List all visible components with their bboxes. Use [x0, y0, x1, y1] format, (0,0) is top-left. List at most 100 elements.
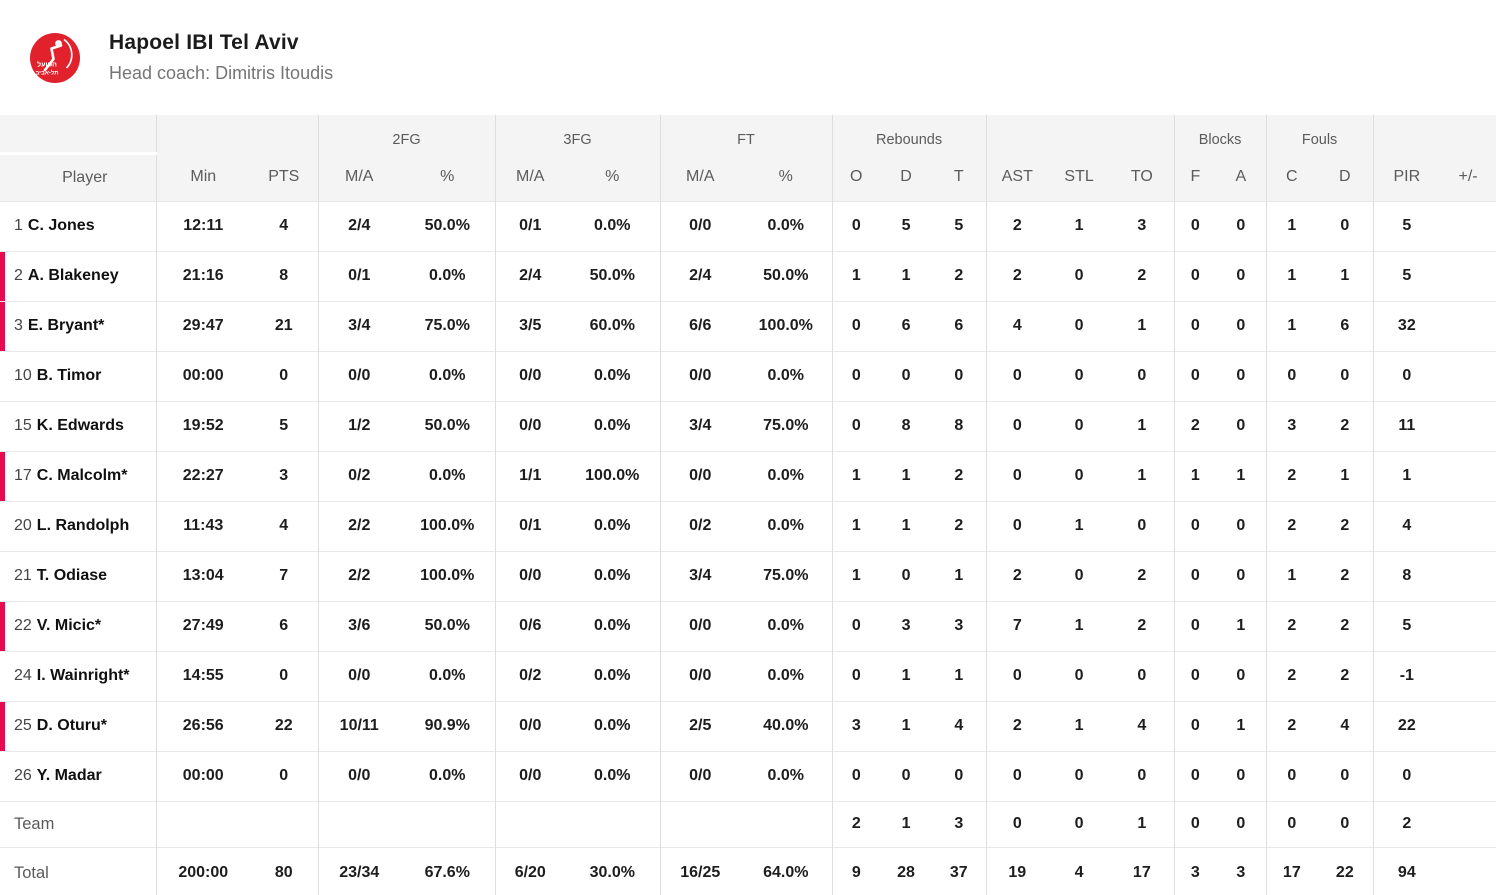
player-cell[interactable]: 10 B. Timor [0, 351, 156, 401]
stat-ast: 2 [985, 551, 1049, 601]
stat-2fg-ma: 10/11 [317, 701, 400, 751]
stat-ft-ma: 2/4 [659, 251, 741, 301]
stat-pts: 22 [274, 717, 293, 734]
team-logo: הפועל תל-אביב [30, 32, 80, 83]
stat-ft-ma: 0/0 [659, 351, 741, 401]
stat-pir: 5 [1372, 201, 1441, 251]
stat-reb-d: 0 [901, 567, 911, 584]
player-row: 24 I. Wainright* 14:55 0 0/0 0.0% 0/2 0.0… [0, 651, 1496, 701]
stat-ft-pct: 0.0% [767, 367, 805, 384]
player-number: 17 [14, 467, 32, 484]
stat-pts: 0 [279, 767, 289, 784]
stat-blk-f: 0 [1173, 601, 1217, 651]
stat-reb-o: 0 [831, 651, 881, 701]
col-plusminus: +/- [1440, 153, 1496, 201]
stat-blk-f: 3 [1173, 847, 1217, 895]
col-foul-c: C [1265, 153, 1318, 201]
stat-3fg-ma: 0/1 [494, 201, 566, 251]
stat-foul-d: 6 [1340, 317, 1350, 334]
player-cell[interactable]: 22 V. Micic* [0, 601, 156, 651]
stat-pts: 0 [279, 667, 289, 684]
stat-foul-d: 1 [1340, 467, 1350, 484]
stat-blk-f: 0 [1173, 251, 1217, 301]
stat-stl: 1 [1074, 617, 1084, 634]
col-reb-o: O [831, 153, 881, 201]
col-player: Player [0, 153, 156, 201]
stat-stl: 1 [1074, 717, 1084, 734]
stat-ft-ma: 3/4 [659, 551, 741, 601]
stat-pir: 1 [1372, 451, 1441, 501]
stat-pir: 2 [1372, 801, 1441, 847]
stat-pts: 4 [279, 517, 289, 534]
stat-min: 26:56 [155, 701, 250, 751]
stat-2fg-ma [317, 801, 400, 847]
stat-3fg-pct: 30.0% [589, 864, 635, 882]
col-3fg-ma: M/A [494, 153, 566, 201]
stat-ft-pct: 0.0% [767, 767, 805, 784]
stat-ast: 0 [985, 401, 1049, 451]
player-cell[interactable]: 17 C. Malcolm* [0, 451, 156, 501]
on-court-indicator [0, 451, 5, 501]
stat-min: 12:11 [155, 201, 250, 251]
stat-blk-f: 0 [1173, 301, 1217, 351]
stat-2fg-ma: 2/2 [317, 501, 400, 551]
player-cell[interactable]: 15 K. Edwards [0, 401, 156, 451]
hapoel-logo-icon: הפועל תל-אביב [30, 32, 80, 83]
player-number: 20 [14, 517, 32, 534]
stat-to: 1 [1137, 815, 1147, 832]
stat-to: 4 [1137, 717, 1147, 734]
stat-reb-d: 1 [901, 815, 911, 832]
player-cell[interactable]: 21 T. Odiase [0, 551, 156, 601]
stat-2fg-pct: 67.6% [424, 864, 470, 882]
svg-text:הפועל: הפועל [37, 60, 57, 68]
stat-3fg-ma: 0/0 [494, 751, 566, 801]
header-group-3fg: 3FG [494, 115, 661, 153]
header-group-rebounds: Rebounds [831, 115, 987, 153]
player-cell[interactable]: 24 I. Wainright* [0, 651, 156, 701]
stat-plusminus [1440, 551, 1496, 601]
stat-pts [250, 801, 318, 847]
col-min: Min [155, 153, 250, 201]
stat-plusminus [1440, 451, 1496, 501]
team-name: Hapoel IBI Tel Aviv [109, 31, 299, 54]
player-cell[interactable]: 2 A. Blakeney [0, 251, 156, 301]
stat-3fg-pct: 0.0% [594, 517, 631, 534]
player-name: K. Edwards [36, 417, 124, 434]
player-cell[interactable]: 3 E. Bryant* [0, 301, 156, 351]
stat-reb-t: 3 [954, 815, 964, 832]
stat-pir: 22 [1372, 701, 1441, 751]
stat-pir: 32 [1372, 301, 1441, 351]
stat-2fg-ma: 23/34 [317, 847, 400, 895]
stat-foul-d: 1 [1340, 267, 1350, 284]
stat-blk-a: 1 [1236, 717, 1246, 734]
stat-3fg-ma: 6/20 [494, 847, 566, 895]
stat-reb-o: 0 [831, 301, 881, 351]
stat-ft-pct [740, 801, 832, 847]
stat-ft-ma: 0/2 [659, 501, 741, 551]
stat-blk-a: 0 [1236, 417, 1246, 434]
stat-ft-ma: 0/0 [659, 751, 741, 801]
stat-plusminus [1440, 251, 1496, 301]
stat-foul-d: 2 [1340, 567, 1350, 584]
stat-plusminus [1440, 801, 1496, 847]
stat-blk-f: 0 [1173, 351, 1217, 401]
total-row: Total 200:00 80 23/34 67.6% 6/20 30.0% 1… [0, 847, 1496, 895]
col-stl: STL [1048, 153, 1111, 201]
stat-blk-f: 0 [1173, 701, 1217, 751]
stat-3fg-pct: 0.0% [594, 617, 631, 634]
player-cell[interactable]: 26 Y. Madar [0, 751, 156, 801]
player-cell[interactable]: 1 C. Jones [0, 201, 156, 251]
stat-reb-o: 3 [831, 701, 881, 751]
stat-blk-f: 2 [1173, 401, 1217, 451]
stat-min: 27:49 [155, 601, 250, 651]
stat-pts: 6 [279, 617, 289, 634]
player-cell[interactable]: 20 L. Randolph [0, 501, 156, 551]
player-cell[interactable]: 25 D. Oturu* [0, 701, 156, 751]
stat-plusminus [1440, 301, 1496, 351]
header-group-ft: FT [659, 115, 833, 153]
header-group-minpts-spacer [155, 115, 318, 153]
col-3fg-pct: % [565, 153, 661, 201]
stat-pts: 8 [279, 267, 289, 284]
stat-min: 11:43 [155, 501, 250, 551]
stat-min: 13:04 [155, 551, 250, 601]
